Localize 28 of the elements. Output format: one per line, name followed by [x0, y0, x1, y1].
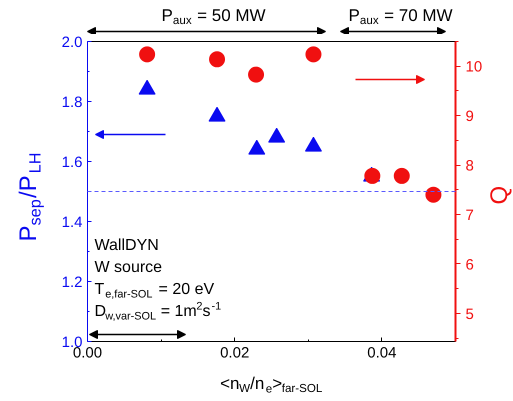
point: [248, 66, 264, 83]
y2-tick-label: 10: [466, 58, 482, 76]
y-axis-title: Psep/PLH: [15, 152, 45, 242]
y2-tick-label: 8: [466, 158, 474, 175]
point: [304, 136, 322, 152]
point: [305, 46, 322, 62]
y2-axis-title: Q: [486, 186, 513, 205]
y2-tick-label: 7: [466, 206, 474, 224]
point: [394, 168, 410, 184]
annotation: W source: [94, 259, 162, 276]
point: [209, 51, 226, 68]
point: [208, 106, 226, 122]
y-tick-label: 2.0: [62, 34, 83, 51]
point: [139, 46, 156, 62]
y-tick-label: 1.8: [62, 94, 83, 111]
x-tick-label: 0.02: [220, 344, 250, 362]
y-tick-label: 1.6: [62, 154, 83, 171]
x-tick-label: 0.04: [367, 344, 397, 362]
point: [268, 128, 286, 143]
y-tick-label: 1.4: [62, 214, 83, 231]
y2-tick-label: 9: [466, 108, 474, 126]
point: [248, 140, 266, 155]
y2-tick-label: 5: [466, 306, 474, 323]
y-tick-label: 1.2: [62, 274, 83, 291]
point: [425, 186, 442, 203]
annotation: WallDYN: [94, 237, 159, 254]
y2-tick-label: 6: [466, 256, 474, 274]
point: [138, 80, 156, 95]
